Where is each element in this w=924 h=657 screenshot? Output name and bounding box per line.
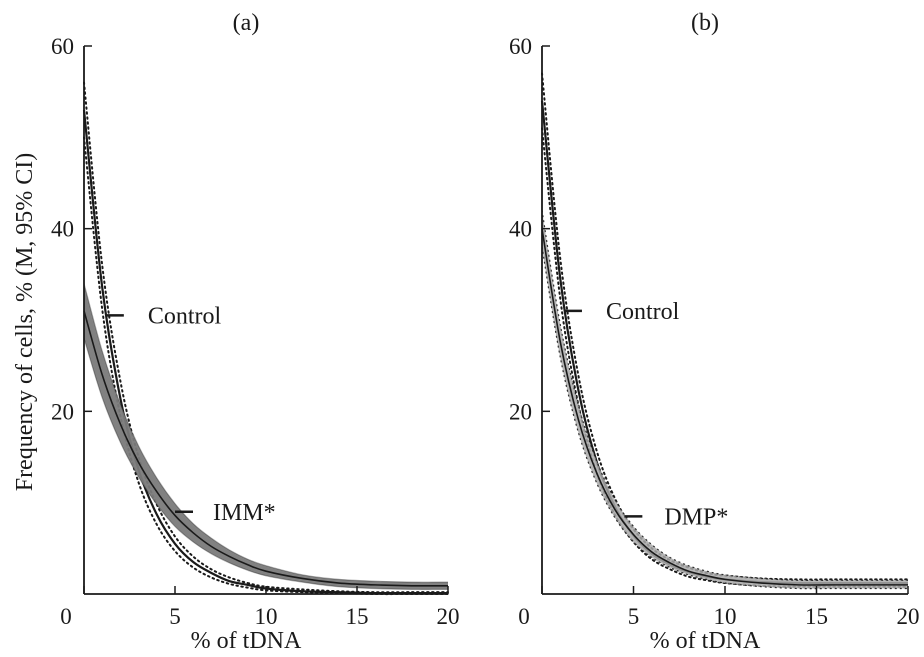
curve-label-control: Control <box>606 299 680 325</box>
y-axis-title: Frequency of cells, % (M, 95% CI) <box>12 153 38 492</box>
curve-label-control: Control <box>148 303 222 329</box>
y-tick-label: 60 <box>51 34 74 59</box>
x-tick-label: 5 <box>169 604 181 629</box>
x-tick-label: 0 <box>518 604 530 629</box>
chart-panel-a: (a) 0 5 10 15 20 20 40 60 % of tDNA Control IMM* <box>51 10 460 654</box>
x-tick-label: 20 <box>437 604 460 629</box>
ci-lower-dmp <box>541 246 908 590</box>
ci-band-imm <box>84 283 448 590</box>
x-tick-label: 20 <box>897 604 920 629</box>
panels: (a) 0 5 10 15 20 20 40 60 % of tDNA Control IMM* (b)… <box>51 10 920 654</box>
series-line-imm <box>83 310 449 587</box>
ci-upper-imm <box>83 283 449 583</box>
panel-label: (b) <box>691 10 719 36</box>
x-axis-title: % of tDNA <box>191 628 302 654</box>
y-tick-label: 40 <box>51 217 74 242</box>
curve-label-imm: IMM* <box>213 500 276 526</box>
y-tick-label: 20 <box>509 399 532 424</box>
ci-band-dmp <box>542 210 908 589</box>
x-tick-label: 15 <box>346 604 369 629</box>
series-line-control <box>82 109 448 595</box>
x-tick-label: 10 <box>714 604 737 629</box>
x-tick-label: 10 <box>255 604 278 629</box>
series-line-dmp <box>541 228 908 586</box>
x-axis-title: % of tDNA <box>650 628 761 654</box>
y-tick-label: 20 <box>51 399 74 424</box>
x-tick-label: 0 <box>60 604 72 629</box>
curve-label-dmp: DMP* <box>664 504 728 530</box>
panel-label: (a) <box>233 10 260 36</box>
x-tick-label: 5 <box>628 604 640 629</box>
y-tick-label: 60 <box>509 34 532 59</box>
y-tick-label: 40 <box>509 217 532 242</box>
ci-upper-dmp <box>541 210 908 582</box>
x-tick-label: 15 <box>805 604 828 629</box>
chart-panel-b: (b) 0 5 10 15 20 20 40 60 % of tDNA Control DMP* <box>509 10 920 654</box>
